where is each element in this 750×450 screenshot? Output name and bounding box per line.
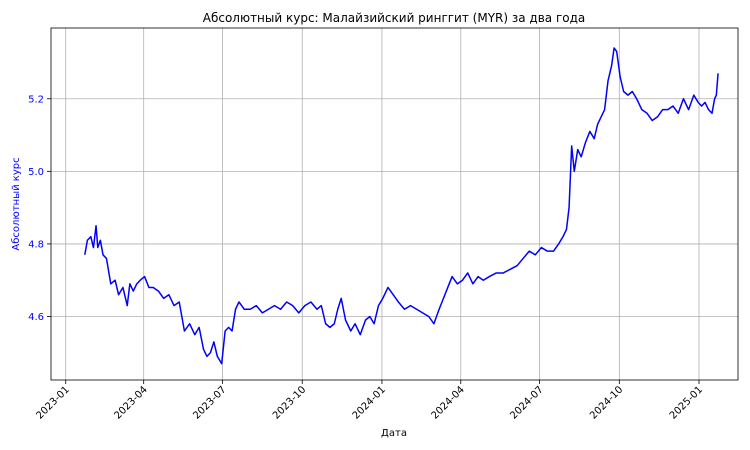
y-gridlines bbox=[51, 98, 738, 317]
y-axis: 4.6 4.8 5.0 5.2 bbox=[28, 94, 51, 323]
x-gridlines bbox=[65, 28, 700, 380]
x-axis-label: Дата bbox=[381, 428, 407, 439]
chart-title: Абсолютный курс: Малайзийский ринггит (M… bbox=[203, 11, 586, 25]
y-tick-label: 5.0 bbox=[28, 167, 44, 178]
y-tick-label: 4.8 bbox=[28, 239, 44, 250]
series-line-myr bbox=[84, 47, 719, 365]
y-tick-label: 5.2 bbox=[28, 94, 44, 105]
plot-area bbox=[51, 28, 738, 380]
y-axis-label: Абсолютный курс bbox=[11, 157, 22, 250]
y-tick-label: 4.6 bbox=[28, 312, 44, 323]
plot-frame bbox=[50, 27, 739, 381]
